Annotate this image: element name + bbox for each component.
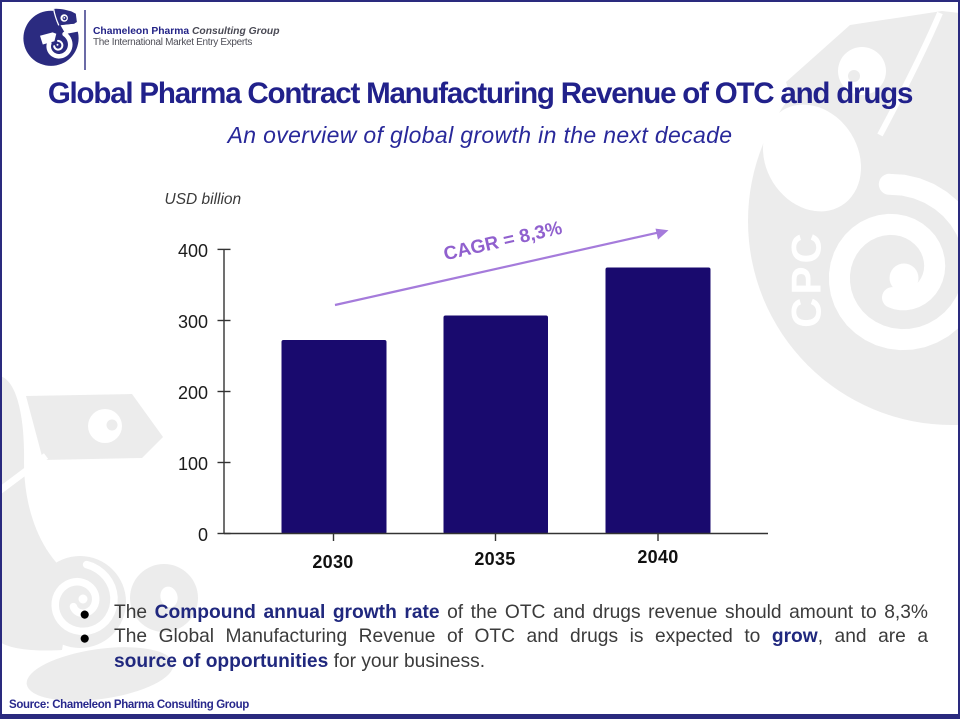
svg-text:CPC: CPC [783, 230, 830, 328]
